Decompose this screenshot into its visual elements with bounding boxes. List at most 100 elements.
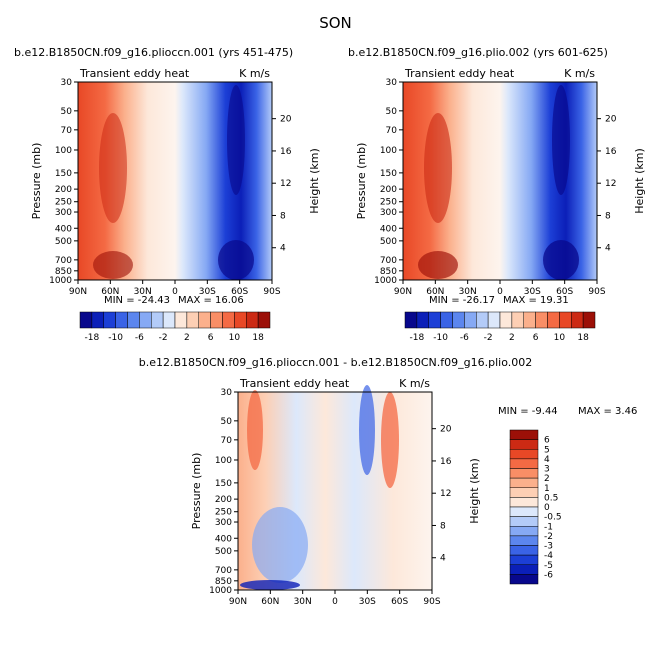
y-tick-label: 250 bbox=[380, 198, 397, 208]
height-tick-label: 8 bbox=[280, 211, 286, 221]
height-tick-label: 12 bbox=[280, 179, 291, 189]
y-tick-label: 50 bbox=[61, 107, 73, 117]
y-tick-label: 1000 bbox=[209, 586, 232, 596]
panel-2-ylabel-right: Height (km) bbox=[633, 148, 646, 214]
colorbar-swatch bbox=[571, 311, 584, 329]
colorbar-swatch bbox=[103, 311, 116, 329]
panel-1-chart: Transient eddy heat K m/s Pressure (mb) … bbox=[30, 67, 321, 340]
y-tick-label: 250 bbox=[215, 508, 232, 518]
y-tick-label: 300 bbox=[380, 208, 397, 218]
height-tick-label: 20 bbox=[280, 115, 292, 125]
colorbar-swatch bbox=[509, 449, 539, 460]
colorbar-swatch bbox=[234, 311, 247, 329]
x-tick-label: 30N bbox=[459, 287, 477, 297]
colorbar-swatch bbox=[476, 311, 489, 329]
panel-2-warm-core bbox=[424, 113, 452, 223]
colorbar-label: 18 bbox=[577, 333, 589, 340]
colorbar-swatch bbox=[174, 311, 188, 329]
colorbar-label: 6 bbox=[208, 333, 214, 340]
colorbar-label: 6 bbox=[533, 333, 539, 340]
y-tick-label: 400 bbox=[55, 224, 72, 234]
x-tick-label: 90S bbox=[423, 597, 440, 607]
colorbar-swatch bbox=[509, 554, 539, 565]
x-tick-label: 60N bbox=[426, 287, 444, 297]
colorbar-label: -0.5 bbox=[544, 513, 562, 523]
colorbar-swatch bbox=[210, 311, 223, 329]
colorbar-swatch bbox=[440, 311, 453, 329]
colorbar-label: 5 bbox=[544, 445, 550, 455]
colorbar-swatch bbox=[452, 311, 465, 329]
colorbar-swatch bbox=[509, 526, 539, 537]
colorbar-swatch bbox=[428, 311, 441, 329]
colorbar-label: 0.5 bbox=[544, 493, 558, 503]
panel-2-cold-core bbox=[552, 85, 570, 195]
colorbar-label: -18 bbox=[410, 333, 425, 340]
height-tick-label: 4 bbox=[440, 554, 446, 564]
colorbar-swatch bbox=[115, 311, 128, 329]
panel-2-ylabel: Pressure (mb) bbox=[355, 143, 368, 220]
y-tick-label: 100 bbox=[55, 146, 72, 156]
colorbar-label: -4 bbox=[544, 551, 553, 561]
colorbar-label: 2 bbox=[184, 333, 190, 340]
colorbar-swatch bbox=[79, 311, 93, 329]
x-tick-label: 0 bbox=[332, 597, 338, 607]
colorbar-label: -6 bbox=[544, 570, 553, 580]
colorbar-swatch bbox=[559, 311, 572, 329]
y-tick-label: 400 bbox=[380, 224, 397, 234]
y-tick-label: 400 bbox=[215, 534, 232, 544]
panel-3-warm-core bbox=[247, 390, 263, 470]
height-tick-label: 16 bbox=[440, 457, 452, 467]
panel-3-max-label: MAX = 3.46 bbox=[578, 406, 637, 417]
y-tick-label: 700 bbox=[215, 566, 232, 576]
height-tick-label: 8 bbox=[605, 211, 611, 221]
colorbar-swatch bbox=[91, 311, 104, 329]
y-tick-label: 250 bbox=[55, 198, 72, 208]
colorbar-label: -2 bbox=[159, 333, 168, 340]
colorbar-label: 3 bbox=[544, 465, 550, 475]
panel-1-right-label: K m/s bbox=[239, 67, 270, 80]
panel-3-chart: Transient eddy heat K m/s Pressure (mb) … bbox=[190, 377, 637, 607]
y-tick-label: 850 bbox=[380, 267, 397, 277]
colorbar-swatch bbox=[257, 311, 271, 329]
colorbar-swatch bbox=[509, 497, 539, 508]
colorbar-swatch bbox=[509, 429, 539, 440]
y-tick-label: 1000 bbox=[49, 276, 72, 286]
x-tick-label: 60S bbox=[231, 287, 248, 297]
panel-1-left-label: Transient eddy heat bbox=[79, 67, 190, 80]
panel-1-cold-core bbox=[227, 85, 245, 195]
colorbar-swatch bbox=[511, 311, 524, 329]
colorbar-label: -5 bbox=[544, 561, 553, 571]
y-tick-label: 70 bbox=[221, 436, 233, 446]
colorbar-swatch bbox=[487, 311, 501, 329]
panel-1-cold-low bbox=[218, 240, 254, 280]
x-tick-label: 0 bbox=[172, 287, 178, 297]
panel-1-warm-low bbox=[93, 251, 133, 279]
y-tick-label: 100 bbox=[215, 456, 232, 466]
y-tick-label: 200 bbox=[55, 185, 72, 195]
panel-1-ylabel: Pressure (mb) bbox=[30, 143, 43, 220]
colorbar-swatch bbox=[499, 311, 513, 329]
panel-2-min-label: MIN = -26.17 bbox=[429, 295, 495, 306]
panel-3-cold-low bbox=[240, 580, 300, 590]
colorbar-swatch bbox=[162, 311, 176, 329]
y-tick-label: 100 bbox=[380, 146, 397, 156]
colorbar-label: 10 bbox=[554, 333, 566, 340]
panel-2-title: b.e12.B1850CN.f09_g16.plio.002 (yrs 601-… bbox=[348, 46, 608, 59]
colorbar-swatch bbox=[547, 311, 560, 329]
colorbar-swatch bbox=[509, 506, 539, 517]
y-tick-label: 500 bbox=[215, 547, 232, 557]
y-tick-label: 30 bbox=[386, 78, 398, 88]
panel-3-cold-right bbox=[359, 385, 375, 475]
colorbar-label: 18 bbox=[252, 333, 264, 340]
height-tick-label: 4 bbox=[605, 244, 611, 254]
panel-2-warm-low bbox=[418, 251, 458, 279]
y-tick-label: 50 bbox=[386, 107, 398, 117]
panel-1-min-label: MIN = -24.43 bbox=[104, 295, 170, 306]
panel-1-ylabel-right: Height (km) bbox=[308, 148, 321, 214]
colorbar-label: 2 bbox=[544, 474, 550, 484]
panel-2-left-label: Transient eddy heat bbox=[404, 67, 515, 80]
colorbar-label: 0 bbox=[544, 503, 550, 513]
panel-2-chart: Transient eddy heat K m/s Pressure (mb) … bbox=[355, 67, 646, 340]
height-tick-label: 16 bbox=[605, 147, 617, 157]
colorbar-swatch bbox=[509, 468, 539, 479]
